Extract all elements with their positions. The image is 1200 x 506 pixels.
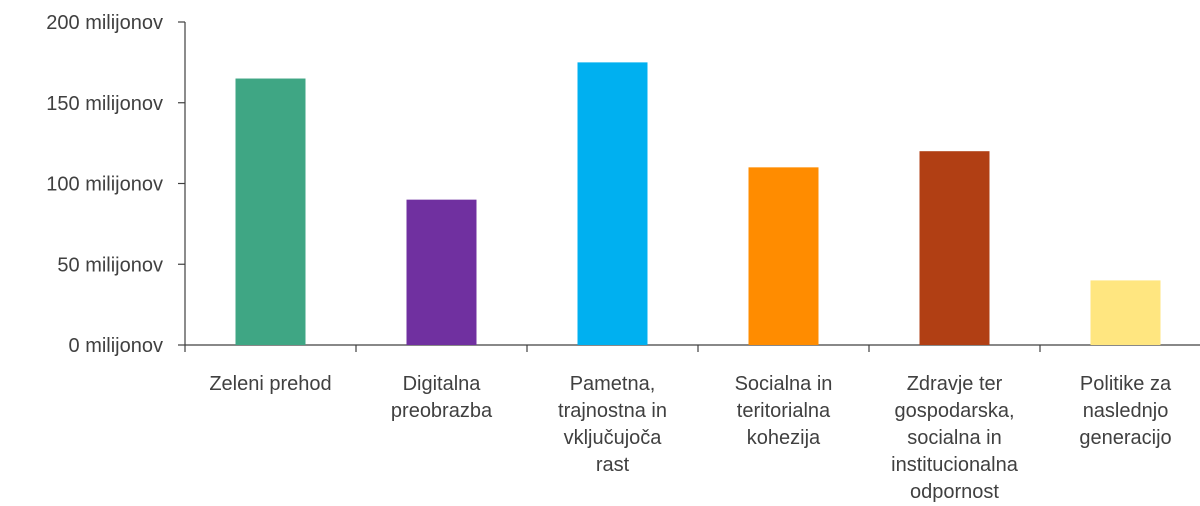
- category-labels: Zeleni prehod Digitalna preobrazba Pametna,…: [209, 373, 1172, 503]
- x-category-label: Pametna, trajnostna in vključujoča rast: [558, 373, 667, 476]
- bars: [235, 62, 1161, 346]
- x-category-label-line: Zdravje ter: [907, 373, 1003, 395]
- y-tick-label: 50 milijonov: [57, 254, 163, 276]
- x-category-label-line: trajnostna in: [558, 400, 667, 422]
- x-category-label-line: generacijo: [1079, 427, 1171, 449]
- x-category-label-line: institucionalna: [891, 454, 1019, 476]
- x-category-label-line: Zeleni prehod: [209, 373, 331, 395]
- x-category-label-line: preobrazba: [391, 400, 493, 422]
- x-category-label: Politike za naslednjo generacijo: [1079, 373, 1172, 449]
- bar: [577, 62, 648, 345]
- x-category-label-line: Politike za: [1080, 373, 1172, 395]
- x-category-label-line: rast: [596, 454, 630, 476]
- x-category-label-line: kohezija: [747, 427, 821, 449]
- x-category-label: Socialna in teritorialna kohezija: [735, 373, 833, 449]
- bar: [406, 199, 477, 345]
- x-category-label: Zeleni prehod: [209, 373, 331, 395]
- x-axis: [184, 344, 1200, 352]
- x-category-label: Digitalna preobrazba: [391, 373, 493, 422]
- y-axis: 0 milijonov 50 milijonov 100 milijonov 150 …: [46, 12, 186, 357]
- x-category-label-line: socialna in: [907, 427, 1002, 449]
- bar: [235, 78, 306, 346]
- x-category-label-line: Pametna,: [570, 373, 656, 395]
- y-tick-label: 100 milijonov: [46, 174, 163, 196]
- y-tick-label: 150 milijonov: [46, 93, 163, 115]
- y-tick-label: 200 milijonov: [46, 12, 163, 34]
- bar: [919, 151, 990, 345]
- x-category-label: Zdravje ter gospodarska, socialna in instit…: [891, 373, 1019, 503]
- x-category-label-line: vključujoča: [564, 427, 663, 449]
- x-category-label-line: odpornost: [910, 481, 999, 503]
- x-category-label-line: Digitalna: [403, 373, 482, 395]
- x-category-label-line: Socialna in: [735, 373, 833, 395]
- bar: [748, 167, 819, 345]
- bar: [1090, 280, 1161, 345]
- y-tick-label: 0 milijonov: [69, 335, 163, 357]
- x-category-label-line: naslednjo: [1083, 400, 1169, 422]
- x-category-label-line: teritorialna: [737, 400, 831, 422]
- x-category-label-line: gospodarska,: [894, 400, 1014, 422]
